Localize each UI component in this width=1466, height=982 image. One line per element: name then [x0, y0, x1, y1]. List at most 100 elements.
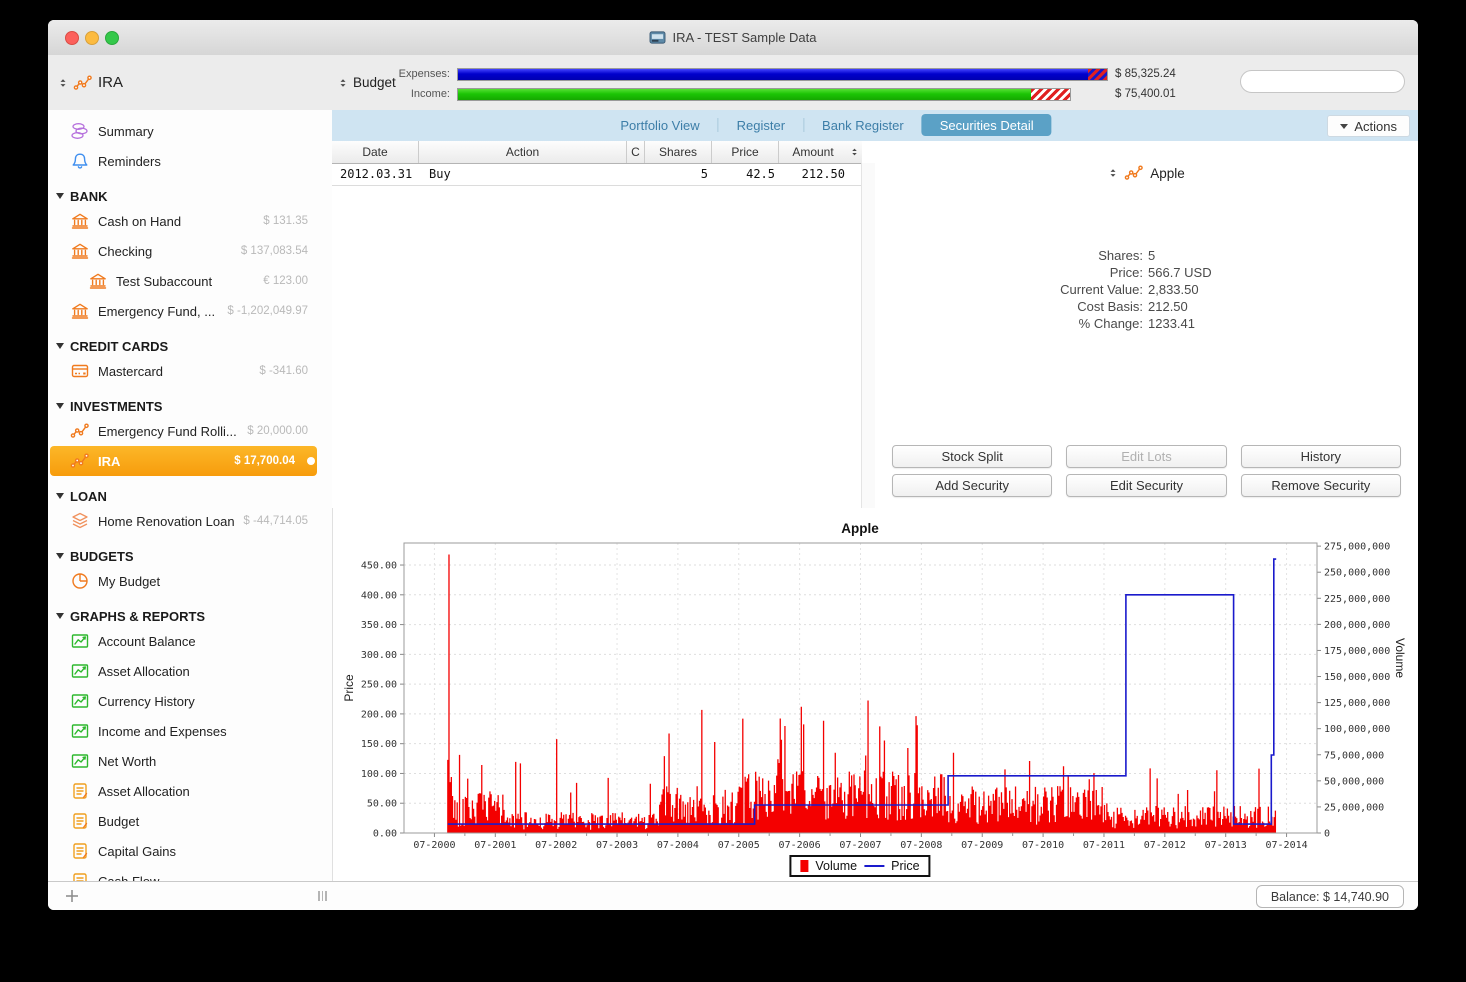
detail-label: Shares: — [1098, 248, 1143, 263]
security-selector[interactable]: Apple — [875, 163, 1418, 183]
sidebar-item-budget-report[interactable]: Budget — [48, 806, 332, 836]
sidebar-section-graphs-reports[interactable]: GRAPHS & REPORTS — [48, 606, 332, 626]
svg-text:07-2006: 07-2006 — [779, 840, 821, 851]
sidebar-section-bank[interactable]: BANK — [48, 186, 332, 206]
sidebar-resize-handle[interactable] — [318, 891, 327, 901]
sidebar-item-ira-selected[interactable]: IRA $ 17,700.04 — [50, 446, 317, 476]
history-button[interactable]: History — [1240, 445, 1401, 468]
sidebar-item-cash-on-hand[interactable]: Cash on Hand $ 131.35 — [48, 206, 332, 236]
detail-value: 2,833.50 — [1148, 282, 1199, 297]
budget-selector[interactable]: Budget — [338, 55, 396, 110]
svg-text:0: 0 — [1324, 829, 1330, 840]
remove-security-button[interactable]: Remove Security — [1240, 474, 1401, 497]
investment-chart-icon — [73, 73, 93, 93]
sidebar-item-label: Capital Gains — [98, 843, 177, 859]
search-field[interactable] — [1240, 70, 1413, 93]
actions-button[interactable]: Actions — [1327, 115, 1410, 137]
sidebar-item-emergency-fund-rolling[interactable]: Emergency Fund Rolli... $ 20,000.00 — [48, 416, 332, 446]
edit-lots-button[interactable]: Edit Lots — [1066, 445, 1227, 468]
security-details: Shares: 5 Price: 566.7 USD Current Value: 2… — [875, 247, 1418, 332]
add-security-button[interactable]: Add Security — [892, 474, 1053, 497]
sidebar-section-credit-cards[interactable]: CREDIT CARDS — [48, 336, 332, 356]
bank-icon — [70, 301, 90, 321]
svg-text:300.00: 300.00 — [361, 650, 397, 661]
stepper-icon[interactable] — [338, 76, 348, 90]
sidebar-section-loan[interactable]: LOAN — [48, 486, 332, 506]
disclosure-triangle-icon[interactable] — [56, 493, 64, 499]
add-account-button[interactable] — [64, 888, 80, 904]
sidebar-item-cash-flow[interactable]: Cash Flow — [48, 866, 332, 882]
tab-portfolio-view[interactable]: Portfolio View — [620, 117, 700, 133]
tab-register[interactable]: Register — [736, 117, 786, 133]
transactions-table: Date Action C Shares Price Amount 2012.0… — [332, 141, 875, 508]
sidebar-item-capital-gains[interactable]: Capital Gains — [48, 836, 332, 866]
disclosure-triangle-icon[interactable] — [56, 613, 64, 619]
sidebar-item-net-worth[interactable]: Net Worth — [48, 746, 332, 776]
svg-text:07-2011: 07-2011 — [1083, 840, 1125, 851]
sidebar-item-asset-allocation-graph[interactable]: Asset Allocation — [48, 656, 332, 686]
svg-text:50,000,000: 50,000,000 — [1324, 776, 1384, 787]
sidebar-item-label: Home Renovation Loan — [98, 513, 235, 529]
sidebar-item-value: € 123.00 — [263, 275, 308, 287]
sidebar-section-title: GRAPHS & REPORTS — [70, 608, 206, 624]
window-title: IRA - TEST Sample Data — [672, 30, 817, 45]
column-header-price[interactable]: Price — [712, 141, 779, 163]
sidebar-item-reminders[interactable]: Reminders — [48, 146, 332, 176]
svg-text:225,000,000: 225,000,000 — [1324, 594, 1390, 605]
column-header-amount[interactable]: Amount — [792, 145, 834, 159]
sidebar-item-label: Income and Expenses — [98, 723, 227, 739]
sidebar-section-investments[interactable]: INVESTMENTS — [48, 396, 332, 416]
sort-stepper-icon[interactable] — [847, 141, 862, 163]
svg-text:100,000,000: 100,000,000 — [1324, 724, 1390, 735]
stock-split-button[interactable]: Stock Split — [892, 445, 1053, 468]
sidebar-item-currency-history[interactable]: Currency History — [48, 686, 332, 716]
sidebar-section-budgets[interactable]: BUDGETS — [48, 546, 332, 566]
table-scrollbar[interactable] — [861, 163, 875, 508]
toolbar-account-label: IRA — [98, 74, 124, 91]
sidebar-item-checking[interactable]: Checking $ 137,083.54 — [48, 236, 332, 266]
column-header-shares[interactable]: Shares — [645, 141, 712, 163]
zoom-button[interactable] — [105, 31, 119, 45]
sidebar-item-emergency-fund[interactable]: Emergency Fund, ... $ -1,202,049.97 — [48, 296, 332, 326]
disclosure-triangle-icon[interactable] — [56, 193, 64, 199]
chevron-down-icon — [1340, 123, 1349, 129]
sidebar-item-account-balance[interactable]: Account Balance — [48, 626, 332, 656]
disclosure-triangle-icon[interactable] — [56, 343, 64, 349]
tab-bank-register[interactable]: Bank Register — [822, 117, 904, 133]
app-window: IRA - TEST Sample Data IRA Budget Expens… — [48, 20, 1418, 910]
svg-text:200,000,000: 200,000,000 — [1324, 620, 1390, 631]
sidebar-item-home-renovation-loan[interactable]: Home Renovation Loan $ -44,714.05 — [48, 506, 332, 536]
svg-text:150,000,000: 150,000,000 — [1324, 672, 1390, 683]
account-selector[interactable]: IRA — [58, 55, 123, 110]
sidebar-item-label: Asset Allocation — [98, 663, 190, 679]
disclosure-triangle-icon[interactable] — [56, 403, 64, 409]
graph-icon — [70, 751, 90, 771]
title-bar[interactable]: IRA - TEST Sample Data — [48, 20, 1418, 56]
sidebar-item-test-subaccount[interactable]: Test Subaccount € 123.00 — [48, 266, 332, 296]
stepper-icon[interactable] — [1108, 166, 1118, 180]
stepper-icon[interactable] — [58, 76, 68, 90]
sidebar-item-label: Summary — [98, 123, 154, 139]
sidebar-item-my-budget[interactable]: My Budget — [48, 566, 332, 596]
income-label: Income: — [410, 88, 450, 100]
sidebar-item-income-and-expenses[interactable]: Income and Expenses — [48, 716, 332, 746]
close-button[interactable] — [65, 31, 79, 45]
sidebar-item-value: $ -341.60 — [259, 365, 308, 377]
minimize-button[interactable] — [85, 31, 99, 45]
edit-security-button[interactable]: Edit Security — [1066, 474, 1227, 497]
sidebar-item-mastercard[interactable]: Mastercard $ -341.60 — [48, 356, 332, 386]
chart-title: Apple — [841, 521, 879, 536]
table-row[interactable]: 2012.03.31 Buy 5 42.5 212.50 — [332, 163, 862, 186]
sidebar-item-label: Mastercard — [98, 363, 164, 379]
column-header-c[interactable]: C — [627, 141, 645, 163]
column-header-date[interactable]: Date — [332, 141, 419, 163]
price-volume-chart: 0.00 50.00 100.00 150.00 200.00 250.00 300.00 3… — [342, 542, 1407, 851]
column-header-action[interactable]: Action — [419, 141, 627, 163]
sidebar-item-asset-allocation-report[interactable]: Asset Allocation — [48, 776, 332, 806]
tab-securities-detail[interactable]: Securities Detail — [921, 114, 1052, 136]
sidebar-item-summary[interactable]: Summary — [48, 116, 332, 146]
sidebar-item-label: Reminders — [98, 153, 161, 169]
selected-indicator-dot — [307, 457, 315, 465]
search-input[interactable] — [1254, 73, 1413, 90]
disclosure-triangle-icon[interactable] — [56, 553, 64, 559]
